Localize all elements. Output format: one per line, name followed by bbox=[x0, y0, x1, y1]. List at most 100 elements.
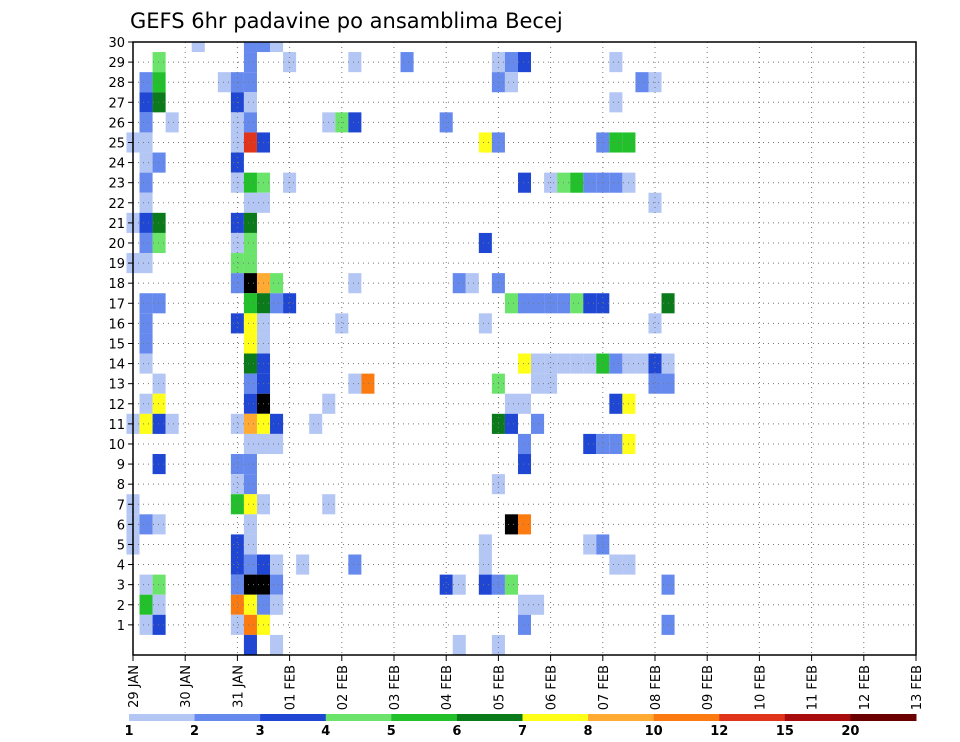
heatmap-cell bbox=[635, 353, 649, 374]
x-tick-label: 08 FEB bbox=[649, 665, 664, 710]
heatmap-cell bbox=[243, 373, 257, 394]
heatmap-cell bbox=[517, 393, 532, 414]
x-tick-label: 01 FEB bbox=[284, 665, 299, 710]
heatmap-cell bbox=[583, 353, 597, 374]
heatmap-cell bbox=[243, 574, 257, 595]
heatmap-cell bbox=[296, 554, 310, 575]
heatmap-cell bbox=[544, 373, 558, 394]
heatmap-cell bbox=[517, 172, 532, 193]
heatmap-cell bbox=[517, 353, 532, 374]
y-tick-label: 7 bbox=[117, 498, 125, 513]
heatmap-cell bbox=[139, 353, 153, 374]
y-tick-label: 14 bbox=[108, 358, 125, 373]
y-tick-label: 26 bbox=[108, 116, 125, 131]
y-tick-label: 9 bbox=[117, 458, 125, 473]
heatmap-cell bbox=[243, 413, 257, 434]
heatmap-cell bbox=[348, 554, 362, 575]
heatmap-cell bbox=[243, 494, 257, 515]
heatmap-cell bbox=[270, 594, 284, 615]
heatmap-cell bbox=[439, 574, 453, 595]
heatmap-cell bbox=[139, 333, 153, 354]
heatmap-cell bbox=[635, 72, 649, 93]
heatmap-cell bbox=[217, 72, 231, 93]
heatmap-cell bbox=[270, 293, 284, 314]
heatmap-cell bbox=[583, 293, 597, 314]
x-tick-label: 31 JAN bbox=[231, 665, 246, 708]
heatmap-cell bbox=[243, 42, 257, 53]
heatmap-cell bbox=[152, 92, 166, 113]
heatmap-cell bbox=[478, 534, 492, 555]
heatmap-cell bbox=[517, 293, 532, 314]
colorbar-swatch bbox=[194, 714, 261, 721]
chart-title: GEFS 6hr padavine po ansamblima Becej bbox=[130, 9, 563, 33]
colorbar-label: 20 bbox=[841, 724, 859, 739]
heatmap-cells bbox=[126, 42, 675, 655]
x-tick-label: 11 FEB bbox=[806, 665, 821, 710]
heatmap-cell bbox=[348, 52, 362, 73]
heatmap-cell bbox=[139, 413, 153, 434]
x-tick-label: 02 FEB bbox=[336, 665, 351, 710]
y-tick-label: 30 bbox=[108, 36, 125, 51]
colorbar-swatch bbox=[850, 714, 917, 721]
heatmap-cell bbox=[309, 413, 323, 434]
heatmap-cell bbox=[570, 353, 584, 374]
heatmap-cell bbox=[531, 353, 545, 374]
heatmap-cell bbox=[243, 132, 257, 153]
heatmap-cell bbox=[335, 313, 349, 334]
heatmap-cell bbox=[139, 313, 153, 334]
heatmap-cell bbox=[283, 293, 297, 314]
y-tick-label: 13 bbox=[108, 378, 125, 393]
heatmap-cell bbox=[152, 232, 166, 254]
heatmap-cell bbox=[465, 273, 479, 294]
heatmap-cell bbox=[517, 514, 532, 535]
heatmap-cell bbox=[570, 293, 584, 314]
heatmap-cell bbox=[243, 112, 257, 133]
heatmap-cell bbox=[531, 594, 545, 615]
heatmap-cell bbox=[609, 353, 623, 374]
heatmap-cell bbox=[243, 212, 257, 233]
y-tick-label: 10 bbox=[108, 438, 125, 453]
colorbar-label: 15 bbox=[776, 724, 794, 739]
heatmap-cell bbox=[361, 373, 375, 394]
heatmap-cell bbox=[191, 42, 205, 53]
x-tick-label: 03 FEB bbox=[388, 665, 403, 710]
heatmap-cell bbox=[139, 132, 153, 153]
heatmap-cell bbox=[152, 72, 166, 93]
heatmap-cell bbox=[517, 614, 532, 635]
y-tick-label: 3 bbox=[117, 579, 125, 594]
colorbar-label: 8 bbox=[584, 724, 593, 739]
heatmap-cell bbox=[243, 634, 257, 655]
heatmap-cell bbox=[609, 172, 623, 193]
heatmap-cell bbox=[531, 413, 545, 434]
heatmap-cell bbox=[491, 634, 505, 655]
heatmap-cell bbox=[504, 574, 518, 595]
heatmap-cell bbox=[517, 433, 532, 455]
x-tick-label: 29 JAN bbox=[127, 665, 142, 708]
heatmap-cell bbox=[583, 433, 597, 455]
heatmap-cell bbox=[152, 152, 166, 173]
heatmap-cell bbox=[596, 433, 610, 455]
heatmap-cell bbox=[243, 273, 257, 294]
y-tick-label: 19 bbox=[108, 257, 125, 272]
heatmap-cell bbox=[243, 393, 257, 414]
heatmap-cell bbox=[230, 494, 244, 515]
heatmap-cell bbox=[139, 574, 153, 595]
heatmap-cell bbox=[583, 172, 597, 193]
heatmap-cell bbox=[270, 433, 284, 455]
heatmap-cell bbox=[570, 172, 584, 193]
heatmap-cell bbox=[152, 514, 166, 535]
heatmap-cell bbox=[230, 474, 244, 495]
y-tick-label: 16 bbox=[108, 317, 125, 332]
colorbar-swatch bbox=[522, 714, 589, 721]
grid-lines bbox=[133, 41, 916, 655]
heatmap-cell bbox=[243, 433, 257, 455]
heatmap-cell bbox=[504, 413, 518, 434]
heatmap-cell bbox=[230, 253, 244, 274]
y-tick-label: 28 bbox=[108, 76, 125, 91]
colorbar-swatch bbox=[588, 714, 655, 721]
heatmap-cell bbox=[152, 574, 166, 595]
colorbar-swatch bbox=[391, 714, 458, 721]
colorbar-swatch bbox=[129, 714, 196, 721]
heatmap-cell bbox=[452, 574, 466, 595]
heatmap-cell bbox=[152, 393, 166, 414]
